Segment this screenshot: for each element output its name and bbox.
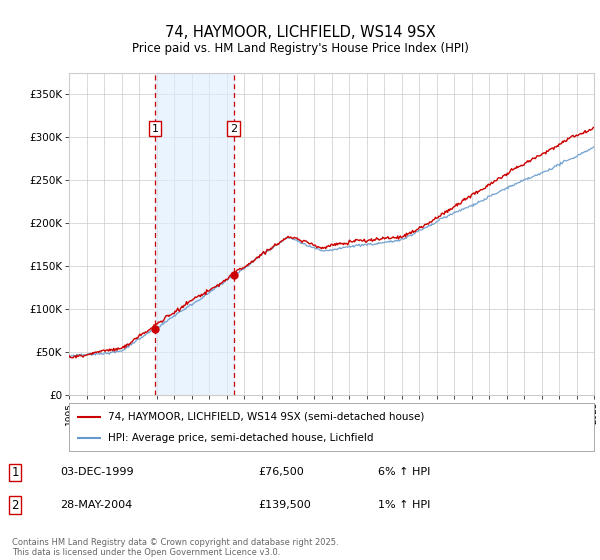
Text: Price paid vs. HM Land Registry's House Price Index (HPI): Price paid vs. HM Land Registry's House … [131, 42, 469, 55]
Text: 1: 1 [152, 124, 158, 134]
Text: £139,500: £139,500 [258, 500, 311, 510]
Text: 6% ↑ HPI: 6% ↑ HPI [378, 468, 430, 478]
Text: Contains HM Land Registry data © Crown copyright and database right 2025.
This d: Contains HM Land Registry data © Crown c… [12, 538, 338, 557]
Text: 1: 1 [11, 466, 19, 479]
Text: 1% ↑ HPI: 1% ↑ HPI [378, 500, 430, 510]
Text: 28-MAY-2004: 28-MAY-2004 [60, 500, 132, 510]
Bar [155, 73, 233, 395]
Text: 2: 2 [230, 124, 237, 134]
Text: £76,500: £76,500 [258, 468, 304, 478]
Text: HPI: Average price, semi-detached house, Lichfield: HPI: Average price, semi-detached house,… [109, 433, 374, 443]
Text: 03-DEC-1999: 03-DEC-1999 [60, 468, 134, 478]
Text: 74, HAYMOOR, LICHFIELD, WS14 9SX: 74, HAYMOOR, LICHFIELD, WS14 9SX [164, 25, 436, 40]
Text: 2: 2 [11, 498, 19, 512]
Text: 74, HAYMOOR, LICHFIELD, WS14 9SX (semi-detached house): 74, HAYMOOR, LICHFIELD, WS14 9SX (semi-d… [109, 412, 425, 422]
